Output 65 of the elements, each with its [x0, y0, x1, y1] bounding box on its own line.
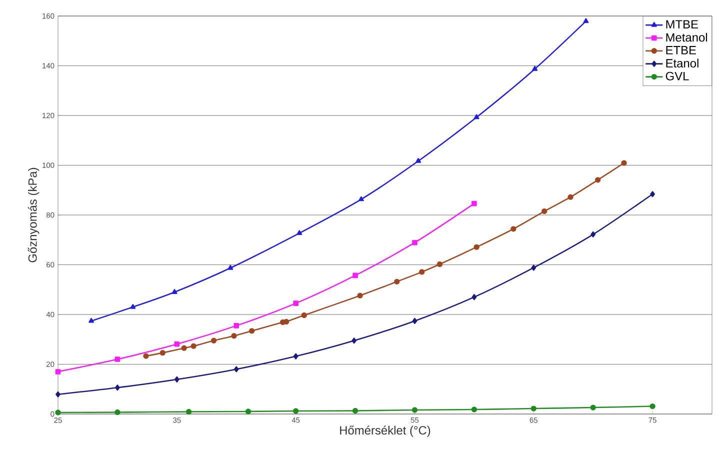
point — [590, 404, 596, 410]
point — [55, 369, 61, 374]
point — [174, 376, 180, 382]
point — [394, 278, 400, 285]
legend-label: Etanol — [666, 58, 698, 68]
point — [55, 410, 61, 416]
x-axis-title: Hőmérséklet (°C) — [340, 426, 430, 437]
point — [186, 408, 192, 415]
point — [181, 345, 187, 351]
point — [293, 353, 298, 360]
point — [234, 366, 239, 372]
point — [412, 407, 418, 413]
point — [160, 350, 166, 356]
point — [56, 391, 60, 398]
point — [172, 289, 178, 294]
point — [292, 408, 299, 414]
point — [474, 114, 480, 120]
point — [357, 292, 363, 298]
point — [621, 160, 627, 166]
point — [530, 406, 536, 412]
point — [532, 66, 538, 71]
point — [412, 240, 418, 246]
legend-label: Metanol — [666, 32, 708, 42]
point — [650, 191, 655, 198]
point — [352, 272, 358, 278]
legend-label: GVL — [666, 72, 689, 80]
point — [245, 408, 252, 414]
y-axis-title: Gőznyomás (kPa) — [28, 168, 40, 262]
point — [412, 318, 418, 324]
point — [293, 300, 298, 306]
point — [583, 18, 589, 24]
point — [472, 294, 477, 300]
point — [190, 343, 196, 349]
point — [228, 264, 234, 270]
point — [471, 406, 478, 412]
point — [472, 200, 477, 206]
point — [248, 328, 255, 334]
point — [296, 230, 302, 235]
legend-label: MTBE — [666, 20, 698, 28]
point — [88, 318, 94, 323]
point — [436, 261, 443, 268]
point — [301, 312, 307, 318]
point — [595, 177, 601, 183]
point — [531, 264, 536, 271]
point — [650, 403, 656, 410]
point — [510, 226, 516, 232]
point — [568, 194, 574, 200]
point — [114, 409, 120, 416]
point — [542, 208, 548, 214]
point — [234, 323, 240, 328]
point — [174, 341, 180, 347]
point — [143, 353, 149, 359]
point — [358, 196, 364, 202]
point — [130, 304, 136, 309]
point — [419, 269, 425, 275]
point — [352, 408, 358, 414]
point — [231, 333, 237, 339]
point — [474, 244, 480, 250]
legend-label: ETBE — [666, 46, 696, 54]
point — [416, 158, 422, 163]
point — [210, 338, 217, 344]
point — [590, 231, 596, 238]
point — [352, 338, 357, 344]
point — [115, 384, 120, 391]
point — [114, 356, 120, 362]
